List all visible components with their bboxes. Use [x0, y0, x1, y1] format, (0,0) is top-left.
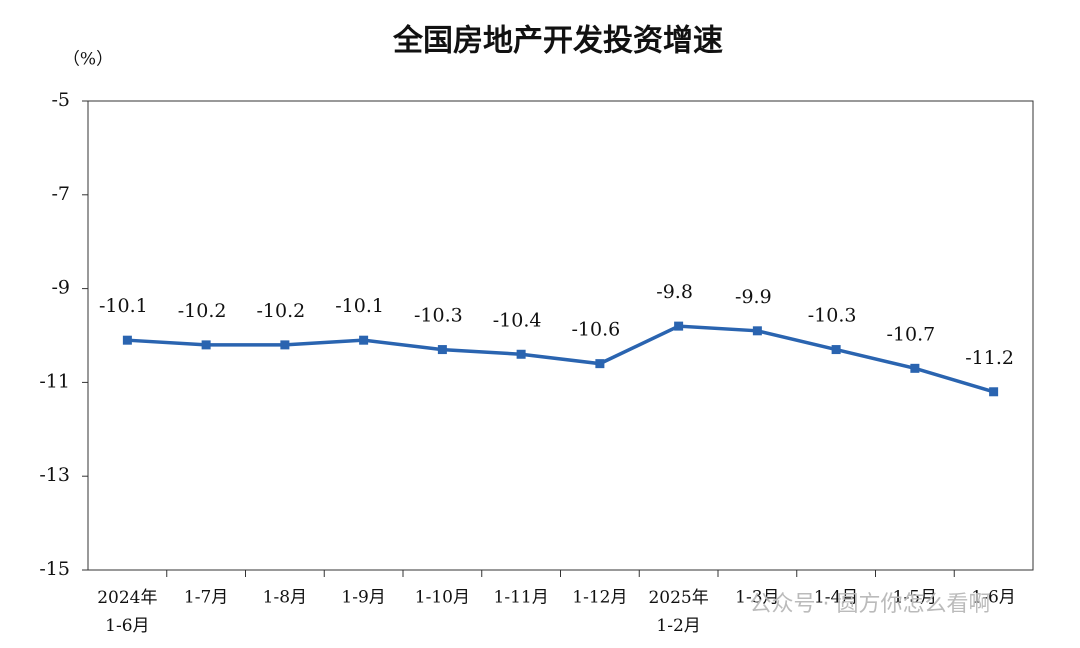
- x-tick-label: 1-5月: [893, 588, 937, 608]
- x-tick-label: 1-9月: [341, 588, 385, 608]
- y-tick-label: -5: [51, 89, 70, 111]
- x-tick-label: 2025年 1-2月: [648, 588, 708, 636]
- marker: [280, 340, 290, 350]
- marker: [989, 387, 999, 397]
- data-label: -9.9: [735, 286, 772, 308]
- x-tick-label: 1-6月: [971, 588, 1015, 608]
- x-tick-label: 1-4月: [814, 588, 858, 608]
- marker: [752, 326, 762, 336]
- x-tick-label: 2024年 1-6月: [97, 588, 157, 636]
- x-tick-label: 1-3月: [735, 588, 779, 608]
- marker: [674, 321, 684, 331]
- data-label: -10.4: [493, 309, 542, 331]
- marker: [595, 359, 605, 369]
- x-tick-label: 1-12月: [572, 588, 627, 608]
- x-tick-label: 1-10月: [415, 588, 470, 608]
- y-tick-label: -7: [51, 183, 70, 205]
- y-tick-label: -9: [51, 277, 70, 299]
- marker: [516, 349, 526, 359]
- chart-title: 全国房地产开发投资增速: [392, 24, 723, 59]
- x-tick-label: 1-7月: [184, 588, 228, 608]
- y-tick-label: -15: [39, 558, 70, 580]
- line: [127, 324, 995, 394]
- x-tick-label: 1-11月: [494, 588, 549, 608]
- data-label: -10.6: [572, 319, 621, 341]
- y-unit: （%）: [63, 50, 113, 70]
- data-label: -9.8: [656, 281, 693, 303]
- data-label: -10.1: [99, 295, 148, 317]
- marker: [122, 335, 132, 345]
- marker: [201, 340, 211, 350]
- data-label: -10.3: [808, 305, 857, 327]
- marker: [910, 363, 920, 373]
- marker: [359, 335, 369, 345]
- data-label: -10.1: [335, 295, 384, 317]
- y-tick-label: -11: [39, 370, 70, 392]
- data-label: -10.2: [178, 300, 227, 322]
- watermark: 公众号 · 圆方你怎么看啊: [750, 592, 991, 617]
- x-tick-label: 1-8月: [263, 588, 307, 608]
- data-label: -10.3: [414, 305, 463, 327]
- marker: [437, 345, 447, 355]
- y-tick-label: -13: [39, 464, 70, 486]
- data-label: -11.2: [965, 347, 1014, 369]
- data-label: -10.7: [887, 323, 936, 345]
- data-label: -10.2: [257, 300, 306, 322]
- marker: [831, 345, 841, 355]
